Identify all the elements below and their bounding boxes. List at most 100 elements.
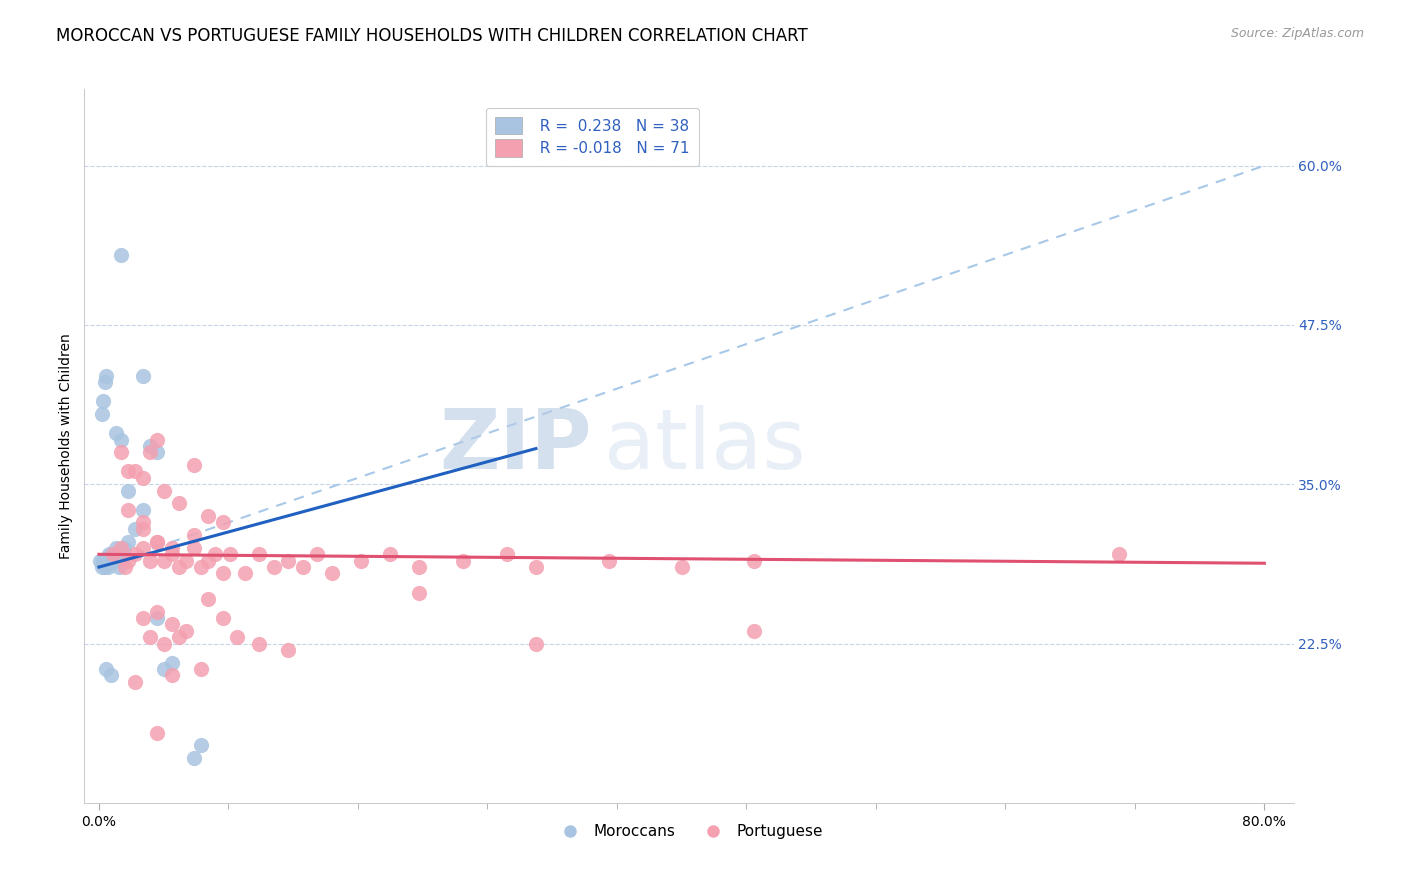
- Point: [226, 630, 249, 644]
- Point: [146, 534, 169, 549]
- Point: [110, 248, 132, 262]
- Point: [131, 541, 153, 555]
- Point: [117, 534, 139, 549]
- Point: [160, 617, 183, 632]
- Point: [146, 433, 169, 447]
- Point: [190, 739, 212, 753]
- Point: [197, 509, 219, 524]
- Point: [451, 554, 474, 568]
- Point: [183, 458, 205, 472]
- Point: [131, 611, 153, 625]
- Point: [671, 560, 693, 574]
- Point: [204, 547, 226, 561]
- Point: [408, 560, 430, 574]
- Point: [160, 668, 183, 682]
- Point: [94, 376, 117, 390]
- Point: [263, 560, 285, 574]
- Point: [100, 554, 122, 568]
- Point: [110, 554, 132, 568]
- Point: [139, 439, 162, 453]
- Text: atlas: atlas: [605, 406, 806, 486]
- Point: [307, 547, 329, 561]
- Y-axis label: Family Households with Children: Family Households with Children: [59, 333, 73, 559]
- Point: [211, 611, 233, 625]
- Point: [112, 541, 135, 555]
- Point: [94, 560, 117, 574]
- Point: [146, 725, 169, 739]
- Point: [183, 541, 205, 555]
- Point: [91, 394, 114, 409]
- Point: [183, 751, 205, 765]
- Point: [197, 554, 219, 568]
- Point: [247, 636, 270, 650]
- Point: [183, 528, 205, 542]
- Point: [110, 445, 132, 459]
- Point: [408, 585, 430, 599]
- Text: Source: ZipAtlas.com: Source: ZipAtlas.com: [1230, 27, 1364, 40]
- Point: [146, 611, 169, 625]
- Point: [139, 554, 162, 568]
- Point: [104, 547, 127, 561]
- Point: [114, 560, 136, 574]
- Point: [97, 560, 120, 574]
- Point: [146, 445, 169, 459]
- Point: [190, 560, 212, 574]
- Point: [146, 605, 169, 619]
- Point: [219, 547, 242, 561]
- Point: [176, 624, 198, 638]
- Point: [197, 591, 219, 606]
- Text: ZIP: ZIP: [440, 406, 592, 486]
- Point: [117, 502, 139, 516]
- Point: [1108, 547, 1130, 561]
- Point: [744, 624, 766, 638]
- Point: [90, 407, 112, 421]
- Point: [101, 547, 124, 561]
- Point: [139, 630, 162, 644]
- Point: [117, 483, 139, 498]
- Point: [131, 502, 153, 516]
- Point: [111, 547, 134, 561]
- Point: [744, 554, 766, 568]
- Point: [131, 471, 153, 485]
- Point: [153, 636, 176, 650]
- Point: [190, 662, 212, 676]
- Point: [131, 368, 153, 383]
- Point: [90, 560, 112, 574]
- Point: [524, 560, 547, 574]
- Point: [495, 547, 517, 561]
- Point: [277, 554, 299, 568]
- Point: [160, 547, 183, 561]
- Point: [131, 516, 153, 530]
- Point: [91, 554, 114, 568]
- Point: [105, 541, 128, 555]
- Point: [117, 465, 139, 479]
- Point: [98, 547, 121, 561]
- Point: [176, 554, 198, 568]
- Point: [153, 483, 176, 498]
- Point: [105, 426, 128, 441]
- Point: [146, 534, 169, 549]
- Point: [96, 662, 118, 676]
- Point: [103, 554, 125, 568]
- Point: [153, 662, 176, 676]
- Point: [139, 445, 162, 459]
- Point: [124, 465, 146, 479]
- Point: [117, 554, 139, 568]
- Point: [110, 433, 132, 447]
- Point: [89, 554, 111, 568]
- Point: [524, 636, 547, 650]
- Point: [160, 656, 183, 670]
- Point: [167, 630, 190, 644]
- Point: [291, 560, 314, 574]
- Point: [96, 368, 118, 383]
- Point: [100, 668, 122, 682]
- Point: [96, 554, 118, 568]
- Point: [108, 560, 131, 574]
- Point: [103, 547, 125, 561]
- Point: [153, 554, 176, 568]
- Point: [277, 643, 299, 657]
- Point: [167, 496, 190, 510]
- Point: [160, 541, 183, 555]
- Point: [211, 566, 233, 581]
- Point: [131, 522, 153, 536]
